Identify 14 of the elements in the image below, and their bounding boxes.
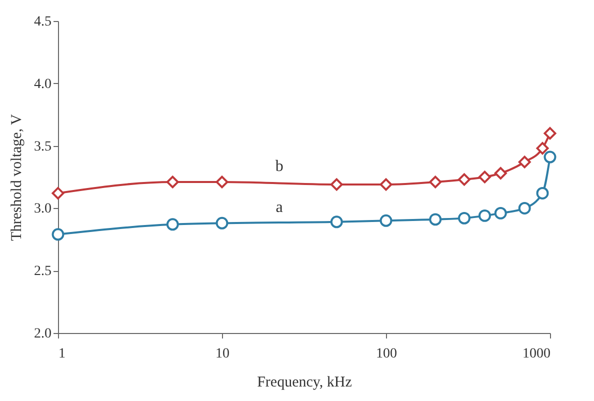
y-tick-label: 2.0 (34, 326, 52, 342)
y-tick-label: 2.5 (34, 264, 52, 280)
y-tick-label: 4.5 (34, 14, 52, 30)
x-tick-label: 10 (216, 346, 230, 362)
x-axis-title: Frequency, kHz (257, 374, 352, 390)
y-tick-label: 3.5 (34, 139, 52, 154)
x-tick-label: 1 (58, 346, 66, 362)
y-tick-label: 3.0 (34, 202, 52, 217)
series-label: a (276, 199, 283, 216)
x-tick-label: 100 (376, 346, 397, 362)
y-tick-label: 4.0 (34, 76, 52, 92)
x-tick-label: 1000 (522, 346, 550, 362)
series-label: b (275, 158, 284, 175)
y-axis-title: Threshold voltage, V (9, 114, 25, 241)
